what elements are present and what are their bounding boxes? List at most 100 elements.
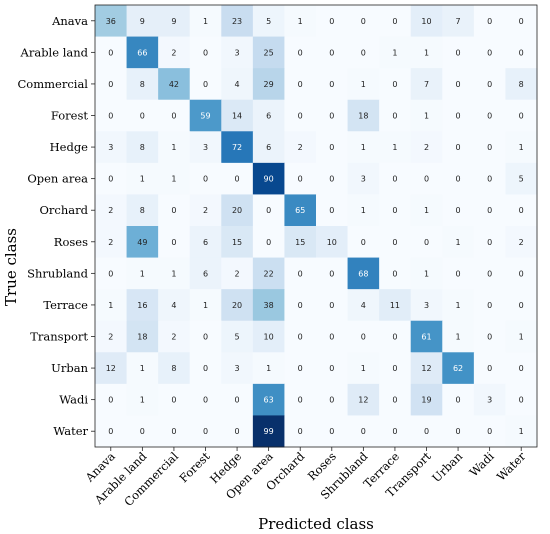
x-axis-label: Predicted class [258, 515, 374, 533]
cell-value-label: 0 [298, 80, 303, 89]
cell-value-label: 0 [519, 364, 524, 373]
cell-value-label: 4 [235, 80, 240, 89]
heatmap-cell [252, 99, 285, 132]
heatmap-cell [505, 5, 538, 38]
y-tick-label: Forest [51, 109, 88, 123]
cell-value-label: 0 [203, 427, 208, 436]
cell-value-label: 0 [298, 112, 303, 121]
cell-value-label: 1 [424, 269, 429, 278]
heatmap-cell [221, 289, 254, 322]
cell-value-label: 0 [235, 396, 240, 405]
heatmap-cell [189, 5, 222, 38]
heatmap-cell [252, 226, 285, 259]
cell-value-label: 3 [487, 396, 492, 405]
heatmap-cell [410, 257, 443, 290]
heatmap-cell [442, 5, 475, 38]
cell-value-label: 36 [106, 17, 116, 26]
heatmap-cell [442, 226, 475, 259]
cell-value-label: 0 [519, 48, 524, 57]
heatmap-cell [473, 5, 506, 38]
cell-value-label: 0 [392, 238, 397, 247]
heatmap-cell [316, 131, 349, 164]
heatmap-cell [316, 352, 349, 385]
cell-value-label: 90 [264, 175, 274, 184]
heatmap-cell [252, 383, 285, 416]
cell-value-label: 0 [487, 112, 492, 121]
cell-value-label: 38 [264, 301, 274, 310]
y-tick-label: Shrubland [27, 266, 88, 280]
cell-value-label: 0 [456, 48, 461, 57]
cell-value-label: 1 [171, 143, 176, 152]
y-axis-ticks: Anava Arable land Commercial Forest Hedge Ope… [18, 14, 95, 438]
cell-value-label: 66 [137, 48, 147, 57]
heatmap-cell [505, 36, 538, 69]
cell-value-label: 12 [358, 396, 368, 405]
heatmap-cell [284, 68, 317, 101]
heatmap-cell [379, 36, 412, 69]
heatmap-cell [221, 68, 254, 101]
heatmap-cell [347, 131, 380, 164]
heatmap-cell [473, 194, 506, 227]
cell-value-label: 0 [392, 80, 397, 89]
cell-value-label: 25 [264, 48, 274, 57]
cell-value-label: 3 [361, 175, 366, 184]
heatmap-cell [284, 162, 317, 195]
cell-value-label: 9 [140, 17, 145, 26]
cell-value-label: 7 [424, 80, 429, 89]
heatmap-cell [410, 415, 443, 448]
heatmap-cell [473, 99, 506, 132]
cell-value-label: 3 [235, 48, 240, 57]
heatmap-cell [221, 320, 254, 353]
heatmap-cell [221, 162, 254, 195]
heatmap-cell [473, 352, 506, 385]
heatmap-cell [442, 383, 475, 416]
heatmap-cell [410, 383, 443, 416]
cell-value-label: 62 [453, 364, 463, 373]
cell-value-label: 2 [424, 143, 429, 152]
cell-value-label: 8 [140, 143, 145, 152]
heatmap-cell [316, 257, 349, 290]
heatmap-cell [95, 131, 128, 164]
heatmap-cell [126, 36, 159, 69]
heatmap-cell [473, 162, 506, 195]
cell-value-label: 0 [298, 427, 303, 436]
cell-value-label: 1 [108, 301, 113, 310]
heatmap-cell [379, 68, 412, 101]
heatmap-cell [379, 289, 412, 322]
cell-value-label: 49 [137, 238, 147, 247]
cell-value-label: 1 [456, 333, 461, 342]
heatmap-cell [95, 194, 128, 227]
cell-value-label: 16 [137, 301, 147, 310]
cell-value-label: 1 [361, 364, 366, 373]
cell-value-label: 10 [421, 17, 431, 26]
x-tick-label: Urban [429, 449, 465, 485]
heatmap-cell [252, 194, 285, 227]
heatmap-cell [442, 289, 475, 322]
cell-value-label: 0 [266, 238, 271, 247]
heatmap-cell [284, 99, 317, 132]
heatmap-cell [410, 352, 443, 385]
heatmap-cell [221, 383, 254, 416]
heatmap-cell [252, 68, 285, 101]
heatmap-cell [347, 162, 380, 195]
cell-value-label: 0 [487, 206, 492, 215]
cell-value-label: 0 [203, 80, 208, 89]
heatmap-cell [252, 162, 285, 195]
heatmap-cell [252, 36, 285, 69]
y-tick-label: Arable land [20, 45, 89, 59]
cell-value-label: 0 [329, 427, 334, 436]
cell-value-label: 18 [137, 333, 147, 342]
heatmap-cell [316, 415, 349, 448]
cell-value-label: 0 [456, 206, 461, 215]
heatmap-cells: 36 9 9 1 23 5 1 0 0 0 10 7 0 00 66 2 0 3 25 0 0 0 1 1 0 0 00 8 42 0 4 2… [95, 5, 538, 448]
heatmap-cell [442, 320, 475, 353]
cell-value-label: 15 [295, 238, 305, 247]
heatmap-cell [347, 415, 380, 448]
heatmap-cell [189, 99, 222, 132]
cell-value-label: 1 [140, 364, 145, 373]
heatmap-cell [126, 131, 159, 164]
heatmap-cell [284, 289, 317, 322]
heatmap-cell [158, 352, 191, 385]
cell-value-label: 0 [298, 396, 303, 405]
cell-value-label: 0 [487, 80, 492, 89]
